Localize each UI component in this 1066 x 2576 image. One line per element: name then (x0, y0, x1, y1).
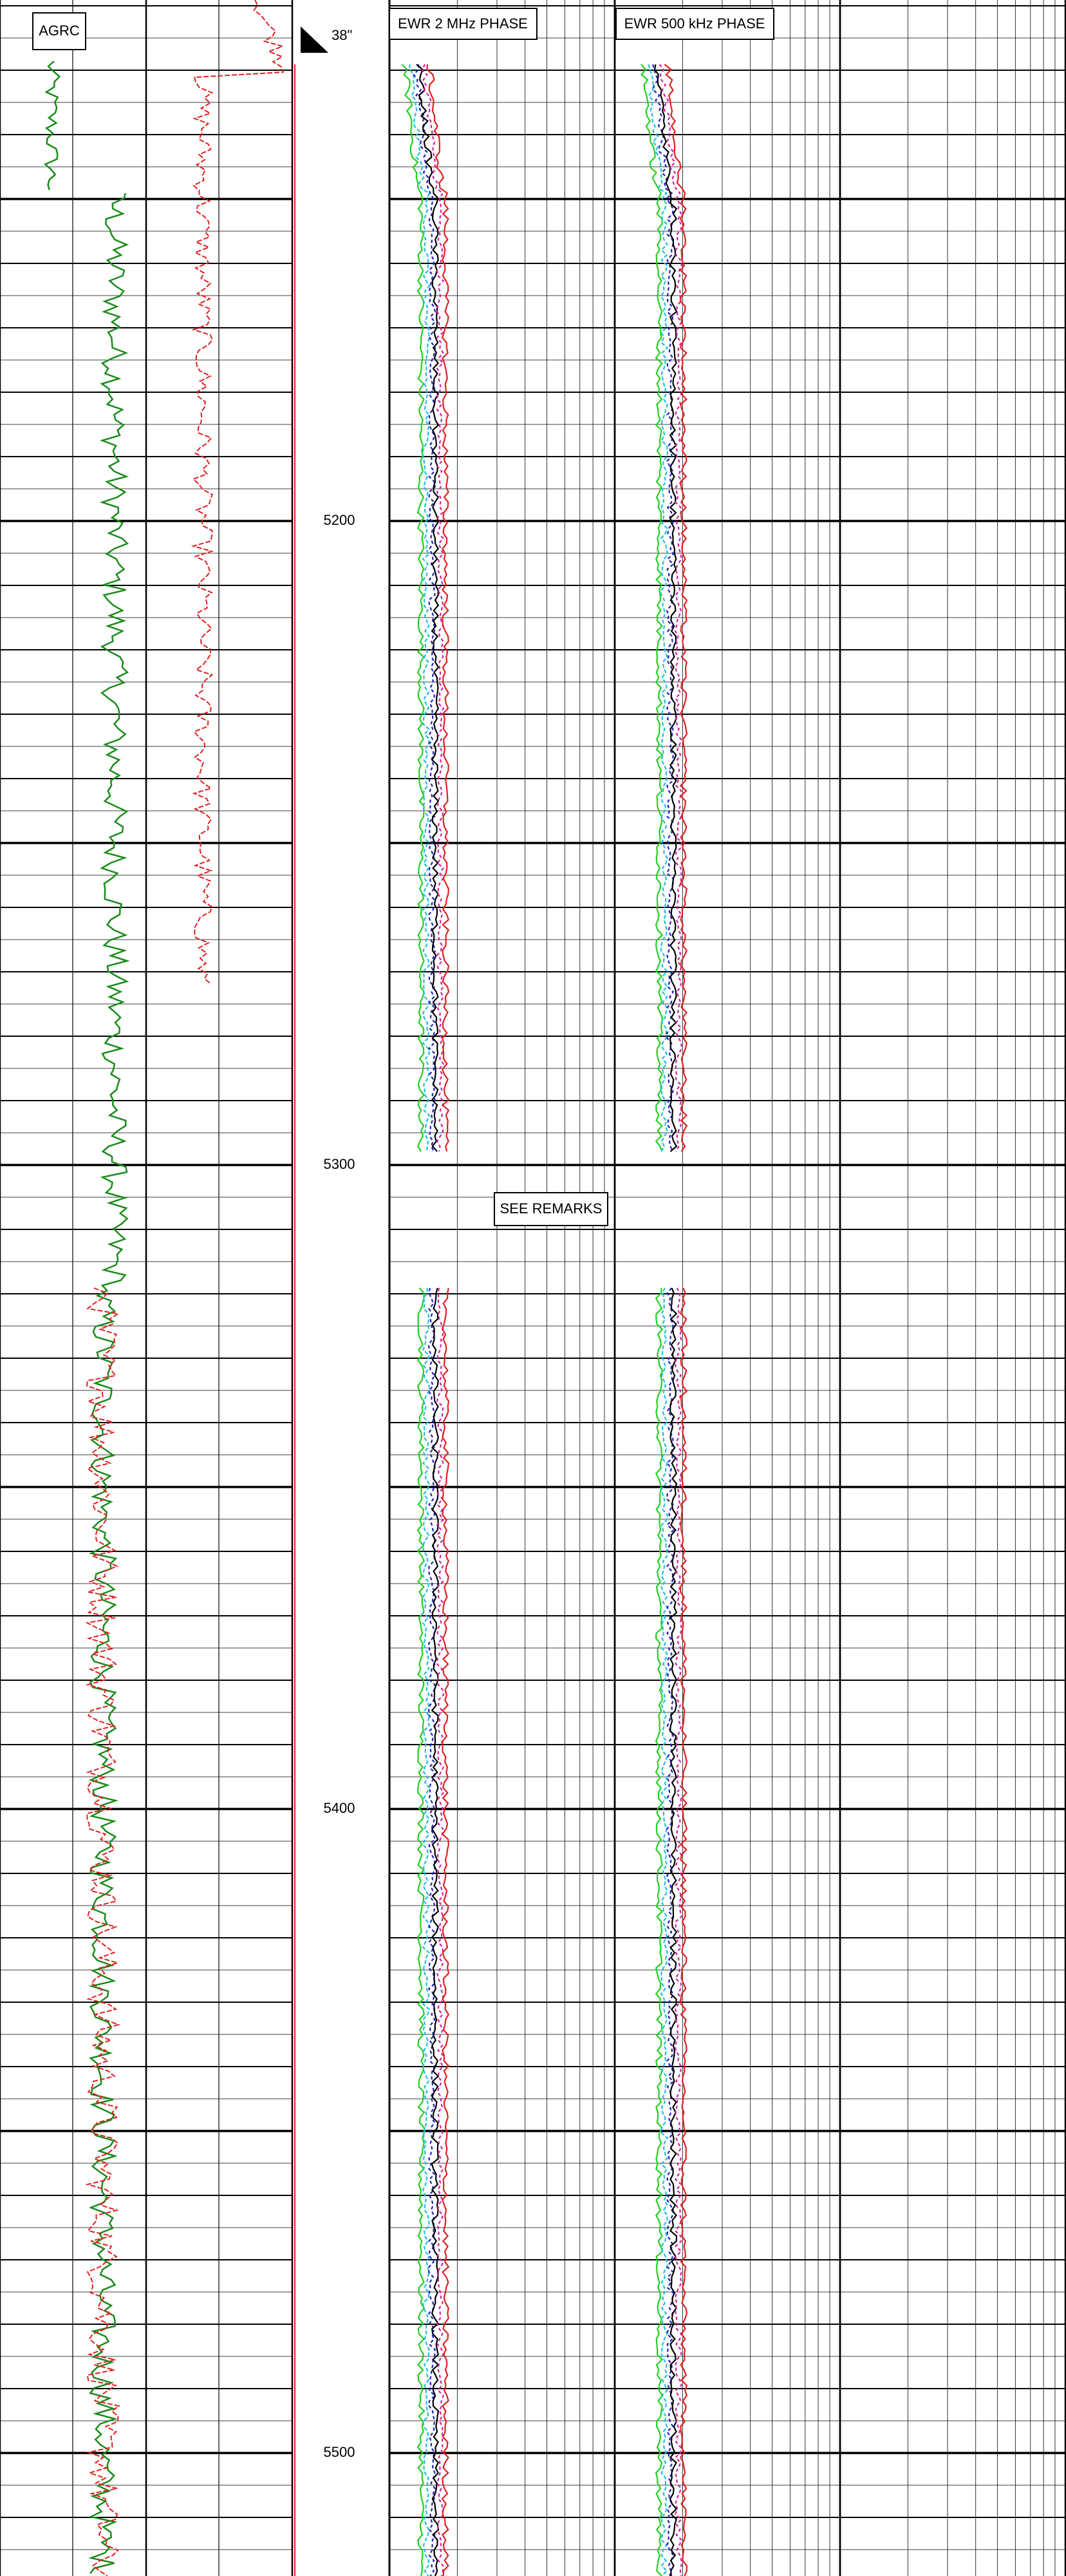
log-curve (436, 1287, 445, 2576)
depth-label: 5300 (324, 1156, 355, 1172)
log-curve (416, 1287, 425, 2576)
depth-label-bg (317, 1800, 362, 1818)
log-curve (427, 1287, 436, 2576)
labels: AGRC 38" EWR 2 MHz PHASE EWR 500 kHz PHA… (32, 8, 774, 1226)
remark-box (494, 1192, 608, 1226)
log-curve (441, 1287, 450, 2576)
log-curve (431, 1287, 440, 2576)
log-curve (416, 64, 440, 1152)
curves (44, 0, 688, 2576)
depth-label-bg (317, 2444, 362, 2462)
depth-label-bg (317, 1156, 362, 1174)
log-curve (88, 193, 130, 2574)
log-curve (413, 64, 436, 1152)
log-curve (44, 61, 61, 191)
log-curve (674, 1287, 683, 2576)
track-label: EWR 500 kHz PHASE (624, 15, 765, 32)
log-curve (648, 64, 669, 1152)
log-curve (653, 64, 678, 1152)
log-curve (659, 64, 683, 1152)
log-curve (652, 64, 675, 1152)
log-curve (426, 64, 450, 1152)
log-curve (664, 64, 688, 1152)
inclination-label: 38" (332, 27, 352, 43)
track-label: AGRC (39, 23, 80, 39)
depth-label-bg (317, 512, 362, 530)
log-curve (409, 64, 431, 1151)
log-curve (401, 64, 425, 1152)
label-box (389, 8, 538, 40)
log-curve (85, 1287, 121, 2576)
label-box (615, 8, 774, 40)
log-curve (679, 1287, 688, 2576)
depth-label: 5400 (324, 1800, 355, 1816)
inclination-marker (301, 26, 328, 53)
log-curve (420, 64, 445, 1152)
log-curve (660, 1287, 669, 2576)
depth-label: 5200 (324, 512, 355, 528)
log-curve (191, 0, 285, 985)
label-box (32, 12, 86, 50)
log-curve (422, 1288, 431, 2576)
remark: SEE REMARKS (500, 1200, 603, 1217)
depth-label: 5500 (324, 2444, 355, 2460)
track-label: EWR 2 MHz PHASE (398, 15, 528, 32)
log-curve (655, 1288, 664, 2576)
log-curve (640, 64, 664, 1152)
log-curve (666, 1287, 675, 2576)
log-curve (669, 1287, 678, 2576)
